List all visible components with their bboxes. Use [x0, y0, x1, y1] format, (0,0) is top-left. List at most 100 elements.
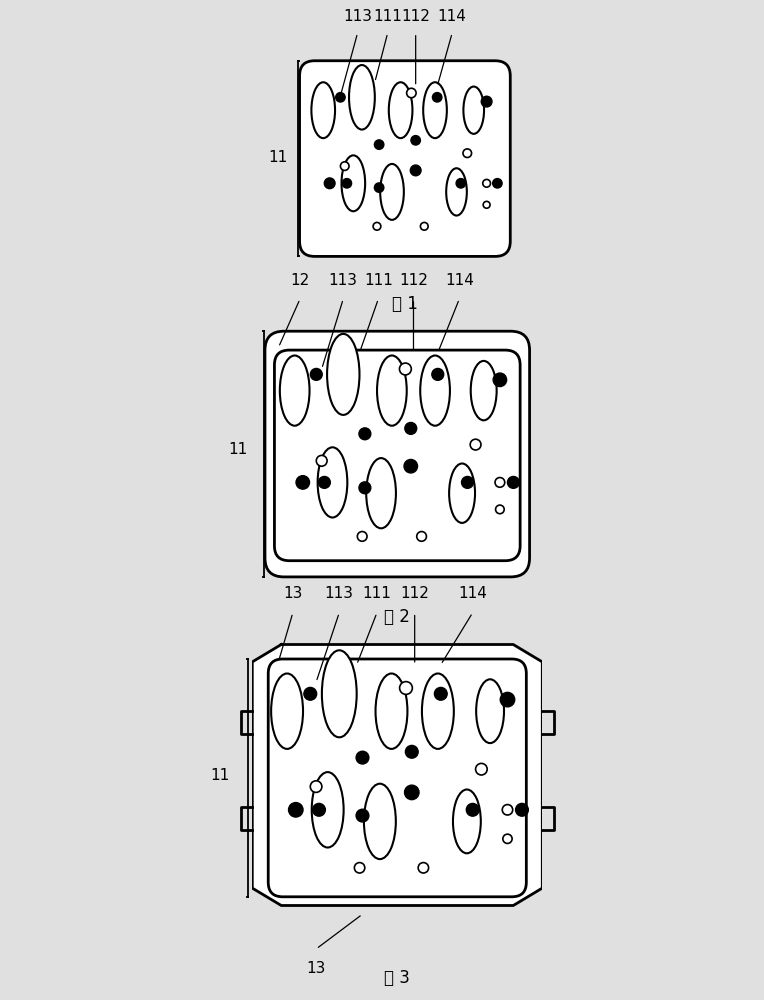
Circle shape: [400, 363, 411, 375]
Circle shape: [463, 149, 471, 157]
Ellipse shape: [342, 155, 365, 211]
Circle shape: [374, 183, 384, 192]
Ellipse shape: [327, 334, 360, 415]
Ellipse shape: [464, 87, 484, 134]
Text: 11: 11: [228, 442, 248, 458]
FancyBboxPatch shape: [274, 350, 520, 561]
Circle shape: [312, 803, 325, 816]
Ellipse shape: [280, 356, 309, 426]
Text: 111: 111: [363, 586, 391, 601]
Ellipse shape: [312, 82, 335, 138]
Circle shape: [507, 476, 520, 488]
Circle shape: [516, 803, 529, 816]
Circle shape: [289, 803, 303, 817]
Ellipse shape: [312, 772, 344, 848]
Ellipse shape: [449, 464, 475, 523]
Circle shape: [373, 222, 380, 230]
Circle shape: [358, 532, 367, 541]
Circle shape: [324, 178, 335, 189]
Circle shape: [493, 373, 507, 387]
Text: 111: 111: [364, 273, 393, 288]
Ellipse shape: [389, 82, 413, 138]
Ellipse shape: [423, 82, 447, 138]
Text: 112: 112: [401, 9, 430, 24]
Circle shape: [310, 781, 322, 792]
Ellipse shape: [420, 356, 450, 426]
FancyBboxPatch shape: [268, 659, 526, 897]
Text: 112: 112: [400, 586, 429, 601]
Circle shape: [316, 455, 327, 466]
Text: 图 3: 图 3: [384, 969, 410, 987]
Circle shape: [411, 136, 420, 145]
Circle shape: [495, 478, 505, 487]
Text: 113: 113: [325, 586, 354, 601]
Text: 图 1: 图 1: [392, 295, 418, 313]
Ellipse shape: [364, 784, 396, 859]
Circle shape: [418, 863, 429, 873]
Circle shape: [359, 428, 371, 440]
Circle shape: [483, 201, 490, 208]
FancyBboxPatch shape: [299, 61, 510, 256]
Circle shape: [420, 222, 428, 230]
Circle shape: [296, 476, 309, 489]
Text: 113: 113: [343, 9, 372, 24]
Circle shape: [406, 88, 416, 98]
Circle shape: [405, 422, 416, 434]
Ellipse shape: [271, 674, 303, 749]
Ellipse shape: [376, 674, 407, 749]
Circle shape: [404, 459, 418, 473]
Circle shape: [354, 863, 364, 873]
Ellipse shape: [380, 164, 404, 220]
Circle shape: [400, 682, 413, 694]
Ellipse shape: [318, 447, 348, 518]
Text: 112: 112: [399, 273, 428, 288]
Text: 114: 114: [445, 273, 474, 288]
Circle shape: [496, 505, 504, 514]
Text: 12: 12: [290, 273, 309, 288]
Ellipse shape: [453, 790, 481, 853]
Ellipse shape: [422, 674, 454, 749]
Circle shape: [404, 785, 419, 800]
Circle shape: [461, 476, 474, 488]
Circle shape: [406, 745, 418, 758]
Circle shape: [341, 162, 349, 170]
Text: 11: 11: [268, 150, 288, 165]
Text: 图 2: 图 2: [384, 608, 410, 626]
Ellipse shape: [322, 650, 357, 737]
Ellipse shape: [349, 65, 375, 130]
Circle shape: [342, 179, 351, 188]
Circle shape: [466, 803, 479, 816]
Circle shape: [470, 439, 481, 450]
Circle shape: [356, 751, 369, 764]
Text: 11: 11: [211, 768, 230, 782]
Circle shape: [432, 93, 442, 102]
Circle shape: [483, 179, 490, 187]
Text: 13: 13: [306, 961, 325, 976]
Circle shape: [432, 368, 444, 380]
Circle shape: [493, 179, 502, 188]
Text: 111: 111: [374, 9, 402, 24]
Circle shape: [416, 532, 426, 541]
Circle shape: [475, 763, 487, 775]
Circle shape: [335, 93, 345, 102]
Text: 113: 113: [329, 273, 358, 288]
Circle shape: [500, 692, 515, 707]
Text: 13: 13: [283, 586, 303, 601]
Circle shape: [410, 165, 421, 176]
Text: 114: 114: [438, 9, 467, 24]
Ellipse shape: [476, 679, 504, 743]
Circle shape: [435, 687, 447, 700]
Ellipse shape: [366, 458, 396, 528]
Polygon shape: [252, 645, 542, 906]
Circle shape: [310, 368, 322, 380]
Ellipse shape: [446, 168, 467, 216]
FancyBboxPatch shape: [265, 331, 529, 577]
Ellipse shape: [471, 361, 497, 420]
Circle shape: [481, 96, 492, 107]
Circle shape: [319, 476, 330, 488]
Circle shape: [503, 834, 512, 843]
Text: 114: 114: [458, 586, 487, 601]
Circle shape: [374, 140, 384, 149]
Ellipse shape: [377, 356, 406, 426]
Circle shape: [304, 687, 316, 700]
